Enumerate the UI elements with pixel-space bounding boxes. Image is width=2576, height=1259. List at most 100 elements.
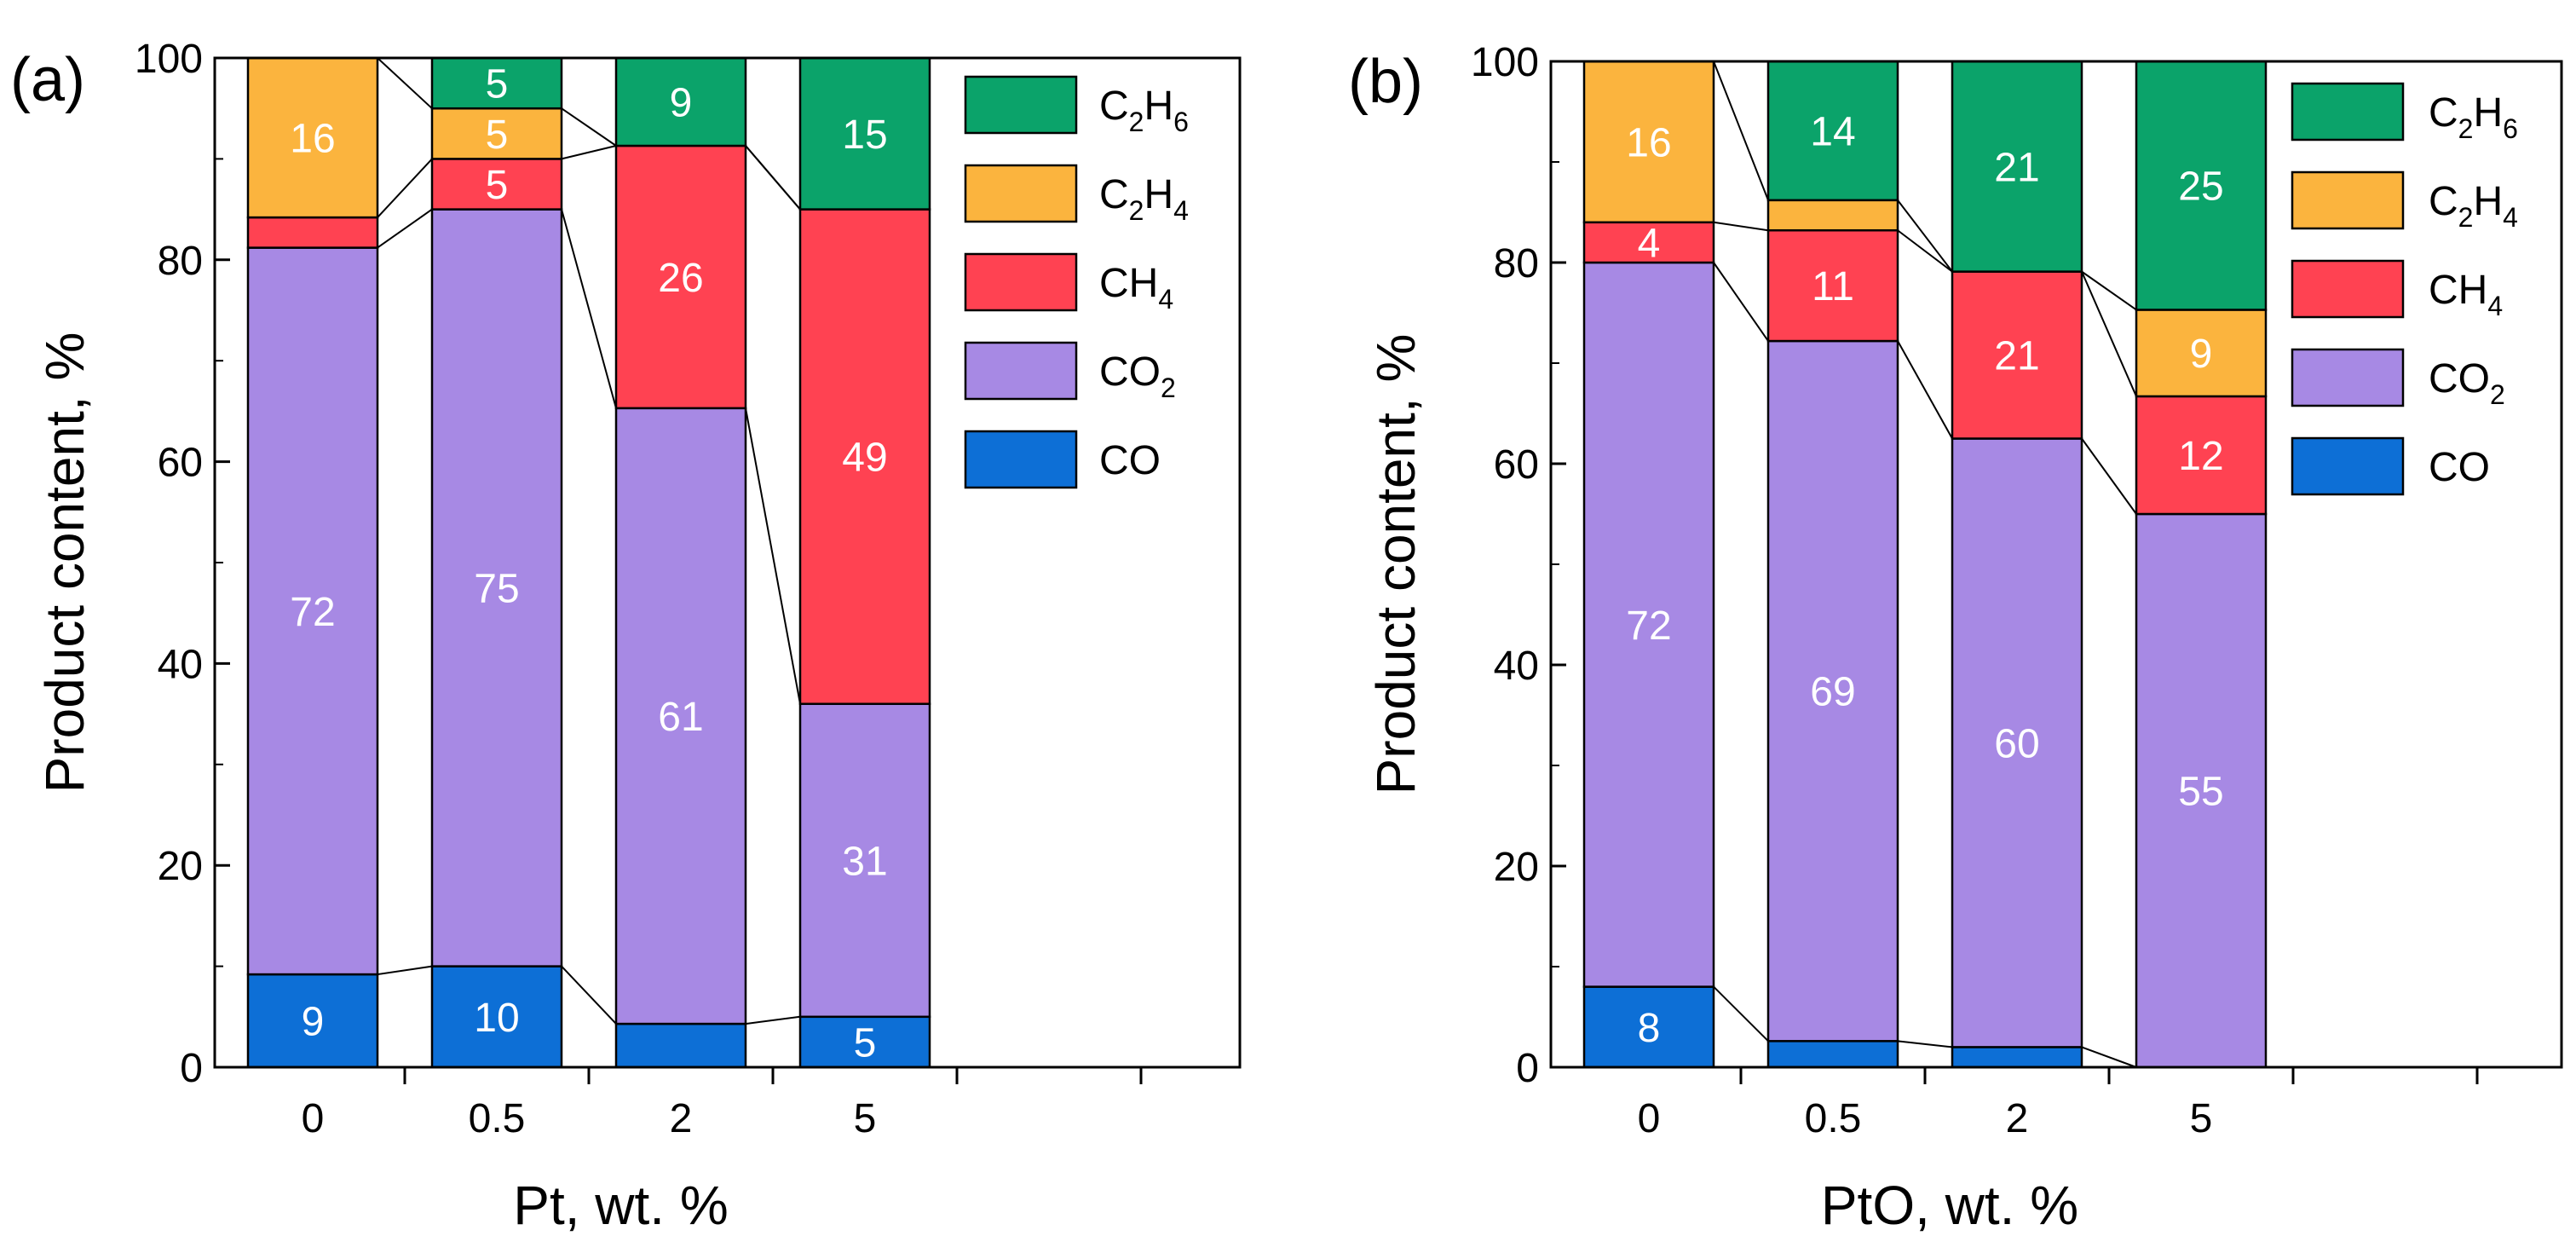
- legend-swatch-co2: [964, 341, 1078, 401]
- legend-text: C: [2429, 179, 2458, 224]
- legend-text-part: 2: [2490, 379, 2505, 410]
- bar-segment-co2-0: [1582, 261, 1715, 988]
- legend-text-part: 2: [2458, 113, 2474, 144]
- legend-entry-c2h6: C2H6: [2429, 90, 2518, 144]
- x-tick-label: 2: [670, 1096, 693, 1141]
- connector-line: [2081, 271, 2137, 397]
- bar-segment-c2h6-2: [614, 56, 747, 147]
- data-label: 72: [290, 590, 335, 635]
- legend-text-part: 4: [2487, 291, 2503, 321]
- legend-text-part: 6: [2503, 113, 2518, 144]
- y-tick-label: 20: [158, 844, 203, 889]
- legend-entry-ch4: CH4: [2429, 268, 2503, 321]
- data-label: 60: [1994, 721, 2039, 766]
- connector-line: [561, 107, 617, 147]
- x-axis-title: PtO, wt. %: [1821, 1175, 2078, 1236]
- connector-line: [745, 145, 801, 211]
- legend-text-part: H: [2473, 179, 2503, 224]
- connector-line: [561, 209, 617, 409]
- bar-segment-co-0: [1582, 985, 1715, 1069]
- y-tick-label: 60: [158, 441, 203, 486]
- data-label: 9: [302, 1000, 325, 1045]
- y-tick-label: 100: [135, 37, 203, 82]
- y-tick-label: 100: [1471, 40, 1539, 85]
- legend-swatch-ch4: [2291, 259, 2405, 319]
- data-label: 9: [670, 81, 693, 126]
- bar-segment-c2h6-1: [1766, 60, 1899, 202]
- data-label: 16: [1626, 120, 1671, 165]
- data-label: 4: [1638, 221, 1661, 266]
- legend-swatch-co2: [2291, 348, 2405, 407]
- legend-entry-c2h4: C2H4: [2429, 179, 2518, 233]
- bar-segment-co-2: [1951, 1046, 2083, 1069]
- connector-line: [2081, 1046, 2137, 1068]
- y-axis-title: Product content, %: [1365, 334, 1426, 795]
- data-label: 5: [486, 113, 509, 158]
- data-label: 55: [2178, 770, 2223, 815]
- bar-segment-ch4-0: [246, 216, 379, 249]
- legend-text: CO: [1099, 349, 1161, 395]
- connector-line: [1713, 262, 1769, 342]
- legend-entry-co: CO: [2429, 445, 2490, 490]
- data-label: 11: [1812, 264, 1854, 309]
- connector-line: [377, 158, 433, 218]
- legend-text: CO: [2429, 356, 2490, 401]
- legend-text: CH: [1099, 261, 1158, 306]
- data-label: 16: [290, 117, 335, 162]
- data-label: 15: [842, 113, 887, 158]
- x-tick-label: 0: [302, 1096, 325, 1141]
- legend-text-part: H: [2473, 90, 2503, 136]
- y-tick-label: 80: [1494, 241, 1539, 286]
- legend-entry-c2h6: C2H6: [1099, 84, 1189, 137]
- bar-segment-co-0: [246, 973, 379, 1069]
- legend-text: C: [2429, 90, 2458, 136]
- connector-line: [1713, 221, 1769, 232]
- connector-line: [745, 1015, 801, 1025]
- x-axis-title: Pt, wt. %: [513, 1175, 729, 1236]
- legend-text-part: 4: [1158, 284, 1173, 315]
- y-tick-label: 40: [1494, 644, 1539, 689]
- connector-line: [1897, 199, 1953, 273]
- connector-line: [1713, 61, 1769, 201]
- bar-segment-co-1: [1766, 1040, 1899, 1069]
- legend-swatch-c2h6: [2291, 82, 2405, 141]
- data-label: 69: [1810, 670, 1855, 715]
- legend-swatch-co: [2291, 436, 2405, 496]
- legend-entry-co: CO: [1099, 438, 1161, 483]
- legend-text-part: 2: [2458, 202, 2474, 233]
- data-label: 72: [1626, 604, 1671, 649]
- bar-segment-ch4-0: [1582, 221, 1715, 264]
- bar-segment-co2-0: [246, 246, 379, 976]
- legend-text: CO: [1099, 438, 1161, 483]
- x-tick-label: 5: [2190, 1096, 2213, 1141]
- y-tick-label: 20: [1494, 845, 1539, 890]
- bar-segment-co2-2: [614, 407, 747, 1025]
- y-tick-label: 80: [158, 239, 203, 284]
- legend-text-part: 2: [1161, 373, 1176, 403]
- connector-line: [377, 965, 433, 976]
- legend-entry-c2h4: C2H4: [1099, 172, 1189, 226]
- legend-entry-co2: CO2: [1099, 349, 1176, 403]
- y-tick-label: 0: [1516, 1046, 1539, 1091]
- data-label: 5: [854, 1020, 877, 1066]
- bar-segment-c2h4-1: [1766, 199, 1899, 232]
- legend-entry-ch4: CH4: [1099, 261, 1173, 315]
- bar-segment-co-2: [614, 1022, 747, 1069]
- y-axis-title: Product content, %: [34, 332, 95, 794]
- legend-swatch-c2h4: [2291, 170, 2405, 230]
- data-label: 25: [2178, 165, 2223, 210]
- bar-segment-c2h6-3: [2135, 60, 2268, 311]
- legend-text-part: H: [1144, 84, 1173, 129]
- panel-label: (b): [1348, 48, 1423, 116]
- legend-text-part: 2: [1129, 107, 1144, 137]
- connector-line: [1897, 340, 1953, 439]
- bar-segment-co-3: [798, 1015, 931, 1069]
- data-label: 5: [486, 163, 509, 208]
- data-label: 31: [842, 839, 887, 884]
- data-label: 75: [474, 567, 519, 612]
- bar-segment-co2-2: [1951, 437, 2083, 1048]
- legend-text: CH: [2429, 268, 2487, 313]
- legend-swatch-c2h4: [964, 164, 1078, 223]
